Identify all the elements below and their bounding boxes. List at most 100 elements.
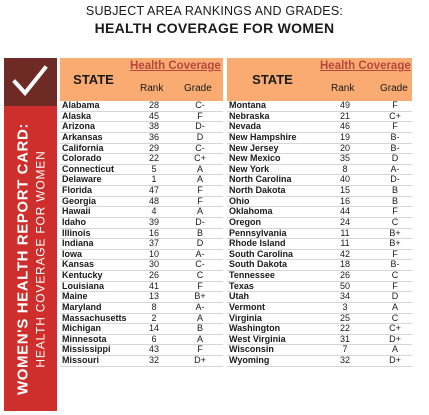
grade-value: A <box>196 174 203 185</box>
state-name: Maine <box>62 291 88 302</box>
checkmark-badge <box>4 58 57 106</box>
rank-value: 44 <box>339 206 350 217</box>
state-name: Montana <box>229 100 266 110</box>
heading-subtitle: SUBJECT AREA RANKINGS AND GRADES: <box>85 4 344 18</box>
table-row: Louisiana 41 F <box>60 280 223 293</box>
state-name: Alabama <box>62 100 100 110</box>
rank-value: 25 <box>339 312 350 323</box>
table-row: Idaho 39 D- <box>60 216 223 229</box>
state-name: Massachusetts <box>62 312 127 323</box>
state-name: Iowa <box>62 248 83 259</box>
table-row: Georgia 48 F <box>60 195 223 208</box>
rank-value: 35 <box>339 153 350 164</box>
table-row: North Carolina 40 D- <box>227 175 412 186</box>
table-row: Alabama 28 C- <box>60 100 223 112</box>
state-name: Georgia <box>62 195 97 206</box>
sidebar-subtitle: HEALTH COVERAGE FOR WOMEN <box>33 149 47 368</box>
rank-value: 1 <box>151 174 157 185</box>
state-column-header: STATE <box>252 72 293 87</box>
table-row: Alaska 45 F <box>60 110 223 123</box>
rank-value: 46 <box>339 121 350 132</box>
rank-value: 2 <box>151 312 157 323</box>
rank-value: 18 <box>339 259 350 270</box>
grade-value: C+ <box>389 110 401 121</box>
rank-value: 7 <box>342 344 348 355</box>
grade-value: F <box>392 100 398 110</box>
rank-value: 15 <box>339 185 350 195</box>
grade-value: A <box>391 344 398 355</box>
grade-value: A <box>196 333 203 344</box>
state-name: Rhode Island <box>229 238 286 249</box>
table-row: Washington 22 C+ <box>227 324 412 335</box>
rank-value: 36 <box>148 131 159 142</box>
table-row: New Hampshire 19 B- <box>227 131 412 144</box>
table-row: Minnesota 6 A <box>60 333 223 346</box>
grade-value: D <box>196 131 204 142</box>
grade-value: F <box>197 185 203 195</box>
state-name: Tennessee <box>229 270 275 280</box>
grade-value: D+ <box>194 355 206 365</box>
rank-value: 26 <box>148 270 159 280</box>
rank-value: 22 <box>148 153 159 164</box>
grade-value: F <box>392 248 398 259</box>
rank-value: 45 <box>148 110 159 121</box>
table-header: STATE Health Coverage Rank Grade <box>60 58 223 101</box>
state-name: West Virginia <box>229 333 286 344</box>
rank-value: 50 <box>339 280 350 291</box>
state-name: Louisiana <box>62 280 105 291</box>
rank-value: 42 <box>339 248 350 259</box>
table-row: Arizona 38 D- <box>60 122 223 133</box>
state-name: Michigan <box>62 323 102 334</box>
rank-value: 38 <box>148 121 159 132</box>
rank-value: 13 <box>148 291 159 302</box>
state-name: Hawaii <box>62 206 91 217</box>
state-name: Texas <box>229 280 254 291</box>
state-name: Vermont <box>229 301 266 312</box>
grade-value: C <box>391 312 399 323</box>
rank-value: 43 <box>148 344 159 355</box>
grade-value: C- <box>195 142 205 153</box>
table-row: Michigan 14 B <box>60 324 223 335</box>
table-row: South Carolina 42 F <box>227 248 412 261</box>
table-row: Oregon 24 C <box>227 217 412 229</box>
rank-value: 8 <box>342 163 348 174</box>
grade-value: C- <box>195 100 205 110</box>
table-header: STATE Health Coverage Rank Grade <box>227 58 412 101</box>
table-row: Ohio 16 B <box>227 196 412 208</box>
grade-value: F <box>392 206 398 217</box>
rank-value: 29 <box>148 142 159 153</box>
rank-value: 32 <box>339 355 350 365</box>
state-name: Alaska <box>62 110 92 121</box>
rank-value: 28 <box>148 100 159 110</box>
grade-value: B- <box>390 142 400 153</box>
grade-value: D <box>391 153 399 164</box>
health-coverage-header: Health Coverage <box>320 60 411 72</box>
grade-value: C+ <box>194 153 206 164</box>
rank-value: 14 <box>148 323 159 334</box>
grade-value: C <box>196 270 204 280</box>
grade-value: C <box>391 270 399 280</box>
grade-value: D- <box>195 216 205 227</box>
grade-value: A <box>196 312 203 323</box>
table-row: Wyoming 32 D+ <box>227 355 412 367</box>
rank-value: 21 <box>339 110 350 121</box>
state-name: Oklahoma <box>229 206 273 217</box>
state-name: Virginia <box>229 312 262 323</box>
grade-value: B+ <box>389 227 401 238</box>
grade-value: A <box>196 206 203 217</box>
grade-value: F <box>197 344 203 355</box>
state-name: Arizona <box>62 121 96 132</box>
grade-value: D+ <box>389 333 401 344</box>
grade-value: B- <box>390 259 400 270</box>
grade-value: F <box>197 110 203 121</box>
state-name: Idaho <box>62 216 86 227</box>
state-name: New Hampshire <box>229 131 297 142</box>
state-name: Florida <box>62 185 93 195</box>
grade-column-header: Grade <box>184 83 212 94</box>
grade-value: B- <box>390 131 400 142</box>
grade-value: B <box>196 227 203 238</box>
table-row: Maine 13 B+ <box>60 292 223 303</box>
table-row: Vermont 3 A <box>227 301 412 314</box>
rank-value: 40 <box>339 174 350 185</box>
rank-value: 8 <box>151 301 157 312</box>
